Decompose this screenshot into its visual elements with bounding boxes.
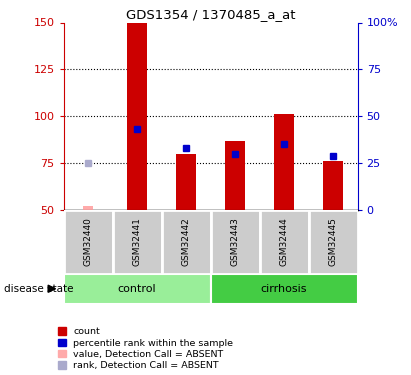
- Legend: count, percentile rank within the sample, value, Detection Call = ABSENT, rank, : count, percentile rank within the sample…: [58, 327, 233, 370]
- Text: GSM32445: GSM32445: [328, 217, 337, 266]
- Bar: [309, 210, 358, 274]
- Text: GSM32444: GSM32444: [279, 217, 289, 266]
- Text: cirrhosis: cirrhosis: [261, 284, 307, 294]
- Bar: [64, 210, 113, 274]
- Bar: [323, 161, 343, 210]
- Bar: [83, 206, 93, 210]
- Bar: [64, 274, 210, 304]
- Bar: [225, 141, 245, 210]
- Text: GSM32443: GSM32443: [231, 217, 240, 266]
- Bar: [211, 274, 358, 304]
- Text: GSM32440: GSM32440: [84, 217, 93, 266]
- Title: GDS1354 / 1370485_a_at: GDS1354 / 1370485_a_at: [126, 8, 296, 21]
- Text: disease state: disease state: [4, 284, 74, 294]
- Bar: [211, 210, 260, 274]
- Bar: [260, 210, 309, 274]
- Text: control: control: [118, 284, 157, 294]
- Text: GSM32441: GSM32441: [133, 217, 142, 266]
- Bar: [127, 22, 147, 210]
- Text: GSM32442: GSM32442: [182, 217, 191, 266]
- Bar: [176, 154, 196, 210]
- Bar: [162, 210, 211, 274]
- Bar: [113, 210, 162, 274]
- Bar: [274, 114, 294, 210]
